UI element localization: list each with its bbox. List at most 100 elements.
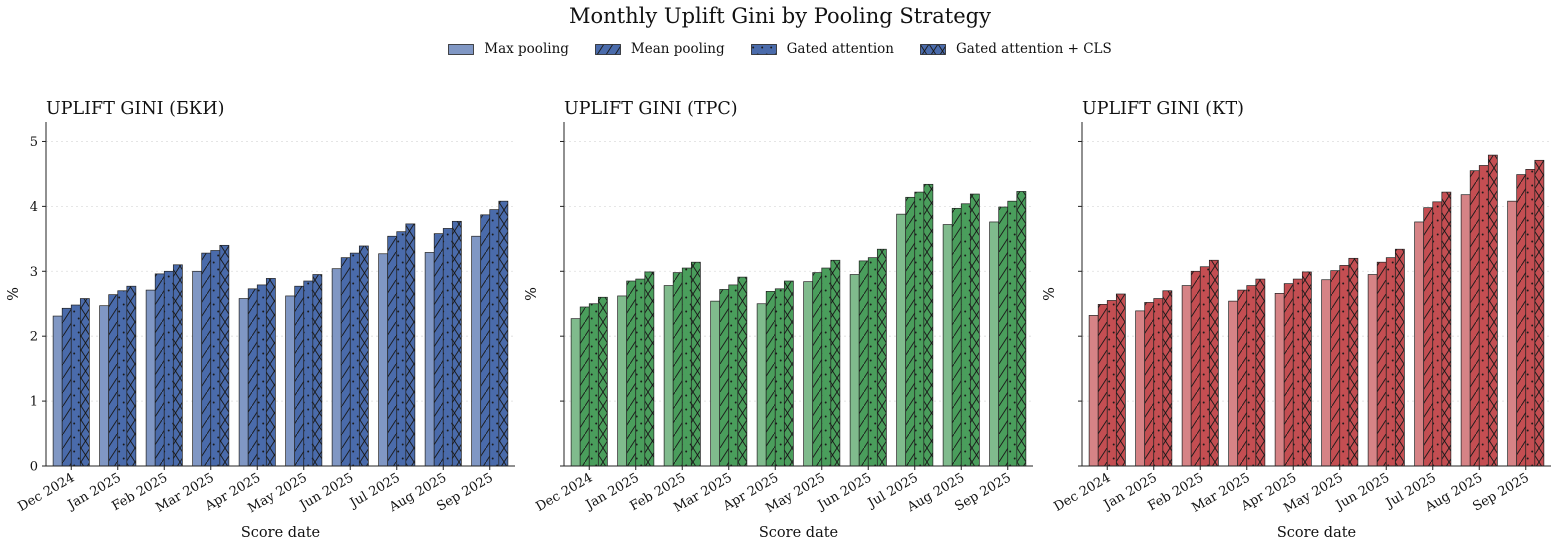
bar-gated-attention-dec-2024	[588, 303, 599, 467]
bar-mean-pooling-dec-2024	[61, 307, 72, 467]
x-axis-label: Score date	[1277, 525, 1356, 541]
bar-gated-attention-cls-dec-2024	[1115, 293, 1126, 467]
bar-gated-attention-sep-2025	[1525, 169, 1536, 467]
bar-gated-attention-cls-jun-2025	[1394, 248, 1405, 467]
x-tick-label: Dec 2024	[534, 470, 596, 514]
x-tick-label: Dec 2024	[1052, 470, 1114, 514]
bar-mean-pooling-jul-2025	[387, 235, 398, 467]
bar-gated-attention-jun-2025	[349, 252, 360, 467]
bar-max-pooling-feb-2025	[663, 285, 674, 467]
y-axis-label: %	[524, 287, 540, 301]
y-axis-label: %	[6, 287, 22, 301]
bar-max-pooling-mar-2025	[1228, 300, 1239, 467]
y-tick-label: 5	[30, 135, 38, 150]
bar-mean-pooling-feb-2025	[1190, 270, 1201, 467]
bar-gated-attention-cls-sep-2025	[498, 200, 509, 467]
x-axis-label: Score date	[241, 525, 320, 541]
bar-gated-attention-mar-2025	[1246, 285, 1257, 467]
bar-gated-attention-aug-2025	[960, 203, 971, 467]
bar-max-pooling-apr-2025	[756, 303, 767, 467]
bar-max-pooling-jul-2025	[378, 253, 389, 467]
bar-mean-pooling-jun-2025	[858, 260, 869, 467]
bar-gated-attention-dec-2024	[70, 304, 81, 467]
bar-max-pooling-dec-2024	[570, 318, 581, 467]
bar-max-pooling-dec-2024	[1088, 315, 1099, 467]
bar-gated-attention-cls-feb-2025	[690, 261, 701, 467]
bar-max-pooling-apr-2025	[1274, 293, 1285, 467]
bar-gated-attention-jul-2025	[914, 191, 925, 467]
bar-max-pooling-aug-2025	[1460, 194, 1471, 467]
bar-gated-attention-apr-2025	[1292, 278, 1303, 467]
bar-mean-pooling-dec-2024	[1097, 304, 1108, 467]
bar-mean-pooling-jun-2025	[340, 257, 351, 467]
legend-swatch-gated-attention	[750, 43, 777, 55]
bar-gated-attention-feb-2025	[1199, 266, 1210, 467]
legend-swatch-mean-pooling	[595, 43, 621, 55]
bar-gated-attention-dec-2024	[1106, 300, 1117, 467]
bar-mean-pooling-jul-2025	[1423, 207, 1434, 467]
legend-item-mean-pooling: Mean pooling	[595, 41, 725, 57]
bar-gated-attention-cls-apr-2025	[265, 278, 276, 467]
bar-max-pooling-jun-2025	[331, 268, 342, 467]
bar-gated-attention-cls-sep-2025	[1016, 191, 1027, 467]
bar-mean-pooling-sep-2025	[998, 206, 1009, 467]
bar-gated-attention-cls-jun-2025	[358, 245, 369, 467]
y-tick-label: 2	[30, 330, 38, 345]
bar-max-pooling-dec-2024	[52, 315, 63, 467]
bar-mean-pooling-feb-2025	[154, 273, 165, 467]
y-tick-label: 1	[30, 395, 38, 410]
bar-max-pooling-feb-2025	[145, 289, 156, 467]
bar-gated-attention-cls-sep-2025	[1534, 159, 1545, 467]
figure-title: Monthly Uplift Gini by Pooling Strategy	[569, 4, 991, 28]
bar-max-pooling-aug-2025	[942, 224, 953, 467]
bar-max-pooling-sep-2025	[989, 221, 1000, 467]
bar-gated-attention-cls-jul-2025	[405, 223, 416, 467]
bar-gated-attention-cls-feb-2025	[1208, 259, 1219, 467]
bar-gated-attention-cls-may-2025	[830, 259, 841, 467]
bar-gated-attention-may-2025	[303, 280, 314, 467]
bar-mean-pooling-apr-2025	[1283, 283, 1294, 467]
bar-mean-pooling-mar-2025	[201, 252, 212, 467]
legend-item-gated-attention: Gated attention	[750, 41, 894, 57]
bar-max-pooling-jun-2025	[1367, 274, 1378, 467]
panel-title: UPLIFT GINI (КТ)	[1082, 99, 1244, 119]
bar-max-pooling-aug-2025	[424, 252, 435, 467]
bar-gated-attention-cls-aug-2025	[451, 220, 462, 467]
bar-mean-pooling-aug-2025	[1469, 170, 1480, 467]
bar-gated-attention-jun-2025	[867, 257, 878, 467]
bar-mean-pooling-dec-2024	[579, 306, 590, 467]
bar-gated-attention-jun-2025	[1385, 257, 1396, 467]
legend-label: Gated attention + CLS	[955, 41, 1112, 57]
bar-max-pooling-jan-2025	[1135, 310, 1146, 467]
bar-gated-attention-cls-mar-2025	[737, 276, 748, 467]
legend-label: Max pooling	[484, 41, 569, 57]
bar-gated-attention-mar-2025	[728, 284, 739, 467]
legend-label: Gated attention	[786, 41, 894, 57]
bar-gated-attention-aug-2025	[1478, 165, 1489, 467]
bar-max-pooling-apr-2025	[238, 298, 249, 467]
panel-title: UPLIFT GINI (ТРС)	[564, 99, 738, 119]
bar-max-pooling-mar-2025	[710, 300, 721, 467]
bar-gated-attention-feb-2025	[681, 267, 692, 467]
legend: Max pooling Mean pooling Gated attention…	[0, 41, 1560, 57]
legend-label: Mean pooling	[630, 41, 725, 57]
bar-max-pooling-jan-2025	[617, 295, 628, 467]
bar-max-pooling-may-2025	[1321, 279, 1332, 467]
bar-mean-pooling-jun-2025	[1376, 261, 1387, 467]
legend-item-max-pooling: Max pooling	[448, 41, 569, 57]
bar-gated-attention-may-2025	[821, 267, 832, 467]
bar-gated-attention-feb-2025	[163, 270, 174, 467]
bar-mean-pooling-feb-2025	[672, 272, 683, 467]
bar-max-pooling-may-2025	[803, 281, 814, 467]
bar-gated-attention-cls-jun-2025	[876, 248, 887, 467]
bar-gated-attention-jan-2025	[635, 278, 646, 467]
y-tick-label: 0	[30, 460, 38, 475]
bar-max-pooling-jun-2025	[849, 274, 860, 467]
bar-mean-pooling-may-2025	[294, 285, 305, 467]
bar-gated-attention-sep-2025	[1007, 200, 1018, 467]
bar-gated-attention-apr-2025	[774, 288, 785, 467]
bar-gated-attention-cls-jul-2025	[923, 183, 934, 467]
bar-gated-attention-may-2025	[1339, 265, 1350, 467]
